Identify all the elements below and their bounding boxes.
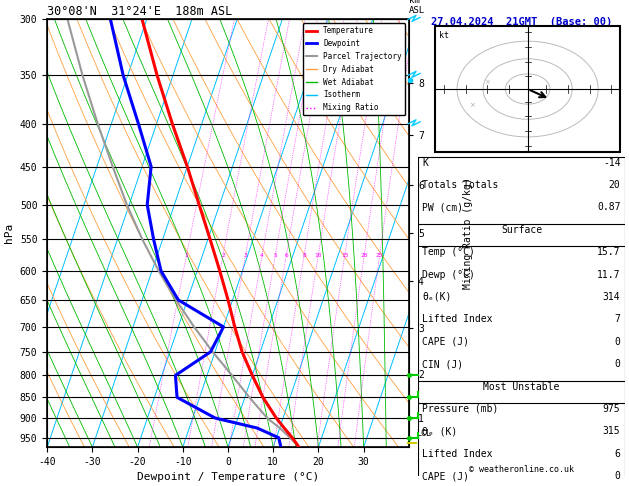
Text: 27.04.2024  21GMT  (Base: 00): 27.04.2024 21GMT (Base: 00) [431, 17, 612, 27]
Text: 5: 5 [274, 253, 277, 258]
Text: 0: 0 [615, 471, 620, 481]
Text: 0: 0 [615, 337, 620, 347]
Text: 0: 0 [615, 359, 620, 369]
Text: Totals Totals: Totals Totals [423, 180, 499, 190]
Text: 3: 3 [243, 253, 247, 258]
Text: kt: kt [439, 31, 449, 40]
Text: 1: 1 [184, 253, 188, 258]
Text: 10: 10 [314, 253, 322, 258]
Text: 7: 7 [615, 314, 620, 324]
Text: © weatheronline.co.uk: © weatheronline.co.uk [469, 465, 574, 474]
Text: 315: 315 [603, 426, 620, 436]
Text: 8: 8 [302, 253, 306, 258]
Text: 0.87: 0.87 [597, 202, 620, 212]
Text: Pressure (mb): Pressure (mb) [423, 404, 499, 414]
Text: 314: 314 [603, 292, 620, 302]
Text: CAPE (J): CAPE (J) [423, 471, 469, 481]
X-axis label: Dewpoint / Temperature (°C): Dewpoint / Temperature (°C) [137, 472, 319, 483]
Text: θₑ (K): θₑ (K) [423, 426, 458, 436]
Text: K: K [423, 157, 428, 168]
Text: Lifted Index: Lifted Index [423, 449, 493, 459]
Text: CIN (J): CIN (J) [423, 359, 464, 369]
Text: 6: 6 [615, 449, 620, 459]
Text: 15: 15 [341, 253, 348, 258]
Text: 20: 20 [360, 253, 368, 258]
Text: ⨯: ⨯ [469, 101, 475, 107]
Text: CAPE (J): CAPE (J) [423, 337, 469, 347]
Text: PW (cm): PW (cm) [423, 202, 464, 212]
Y-axis label: hPa: hPa [4, 223, 14, 243]
Text: Lifted Index: Lifted Index [423, 314, 493, 324]
Text: Dewp (°C): Dewp (°C) [423, 270, 476, 279]
Legend: Temperature, Dewpoint, Parcel Trajectory, Dry Adiabat, Wet Adiabat, Isotherm, Mi: Temperature, Dewpoint, Parcel Trajectory… [303, 23, 405, 115]
Text: LCL: LCL [416, 429, 431, 438]
Text: 975: 975 [603, 404, 620, 414]
Text: -14: -14 [603, 157, 620, 168]
Text: ⨯: ⨯ [484, 78, 490, 85]
Text: 25: 25 [376, 253, 383, 258]
Text: Most Unstable: Most Unstable [483, 382, 560, 392]
Y-axis label: Mixing Ratio (g/kg): Mixing Ratio (g/kg) [463, 177, 472, 289]
Text: 30°08'N  31°24'E  188m ASL: 30°08'N 31°24'E 188m ASL [47, 5, 233, 18]
Text: 20: 20 [609, 180, 620, 190]
Text: 6: 6 [284, 253, 288, 258]
Text: 15.7: 15.7 [597, 247, 620, 257]
Text: Surface: Surface [501, 225, 542, 235]
Text: 4: 4 [260, 253, 264, 258]
Text: km
ASL: km ASL [409, 0, 425, 15]
Text: 2: 2 [221, 253, 225, 258]
Text: 11.7: 11.7 [597, 270, 620, 279]
Text: Temp (°C): Temp (°C) [423, 247, 476, 257]
Text: θₑ(K): θₑ(K) [423, 292, 452, 302]
FancyBboxPatch shape [435, 26, 620, 152]
